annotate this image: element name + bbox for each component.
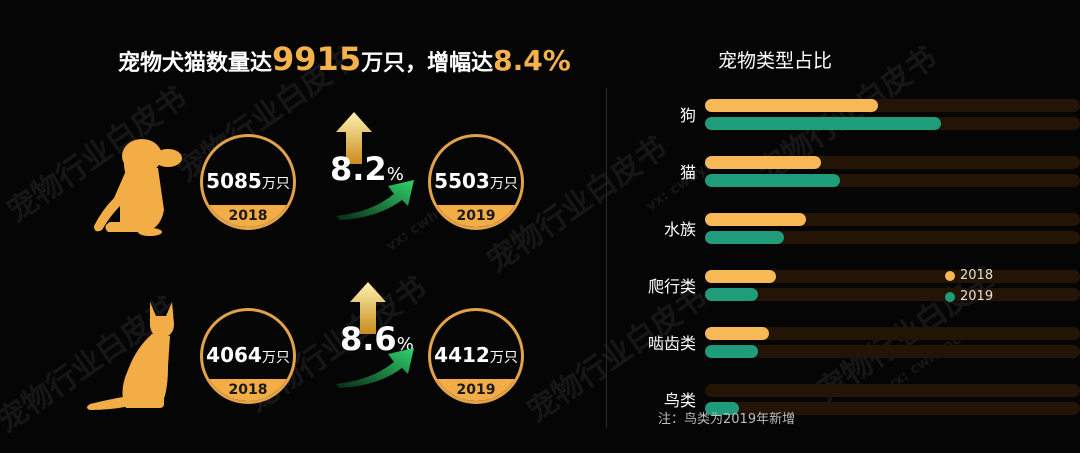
- legend-2018-swatch: [945, 270, 955, 281]
- cat-2019-circle: 4412万只 2019: [428, 308, 524, 404]
- bar-2019: [705, 402, 739, 415]
- bar-2018: [705, 99, 878, 112]
- bar-2018: [705, 270, 776, 283]
- dog-2018-year: 2018: [203, 205, 293, 227]
- cat-2019-number: 4412: [434, 343, 490, 367]
- category-label: 猫: [679, 163, 696, 182]
- cat-2018-unit: 万只: [261, 350, 290, 366]
- page-title: 宠物犬猫数量达9915万只，增幅达8.4%: [118, 40, 571, 78]
- category-label: 啮齿类: [647, 334, 696, 353]
- cat-2018-circle: 4064万只 2018: [200, 308, 296, 404]
- cat-2018-value: 4064万只: [203, 343, 293, 367]
- dog-icon: [94, 139, 182, 236]
- dog-2019-number: 5503: [434, 169, 490, 193]
- bar-2019: [705, 117, 941, 130]
- dog-2019-year: 2019: [431, 205, 521, 227]
- category-label: 鸟类: [663, 391, 696, 410]
- bar-track: [705, 345, 1080, 358]
- chart-note: 注：鸟类为2019年新增: [658, 412, 796, 427]
- bar-track: [705, 270, 1080, 283]
- category-label: 狗: [679, 106, 696, 125]
- headline-pct: 8.4%: [493, 44, 571, 77]
- legend-2018-label: 2018: [960, 268, 994, 283]
- legend-2019: 2019: [945, 289, 993, 304]
- bar-2018: [705, 213, 806, 226]
- cat-2019-year: 2019: [431, 379, 521, 401]
- bar-2019: [705, 345, 758, 358]
- cat-growth-rate: 8.6%: [340, 320, 414, 358]
- growth-up-arrow-icon: [350, 282, 386, 334]
- legend-2018: 2018: [945, 268, 993, 283]
- bar-2018: [705, 156, 821, 169]
- cat-2018-year: 2018: [203, 379, 293, 401]
- cat-growth-number: 8.6: [340, 320, 397, 358]
- chart-title: 宠物类型占比: [718, 50, 833, 72]
- dog-2018-unit: 万只: [261, 176, 290, 192]
- dog-2019-unit: 万只: [489, 176, 518, 192]
- dog-growth-rate: 8.2%: [330, 150, 404, 188]
- dog-2018-circle: 5085万只 2018: [200, 134, 296, 230]
- growth-trend-arrow-icon: [336, 348, 414, 388]
- headline-text: 宠物犬猫数量达: [118, 51, 273, 76]
- dog-2018-value: 5085万只: [203, 169, 293, 193]
- bar-2019: [705, 231, 784, 244]
- legend-2019-swatch: [945, 291, 955, 302]
- bar-2019: [705, 174, 840, 187]
- dog-growth-pct: %: [386, 164, 404, 185]
- bar-track: [705, 288, 1080, 301]
- bar-track: [705, 402, 1080, 415]
- cat-2018-number: 4064: [206, 343, 262, 367]
- bar-2018: [705, 327, 769, 340]
- growth-trend-arrow-icon: [336, 180, 414, 220]
- headline-number: 9915: [272, 40, 362, 78]
- cat-2019-value: 4412万只: [431, 343, 521, 367]
- bar-track: [705, 231, 1080, 244]
- dog-2019-circle: 5503万只 2019: [428, 134, 524, 230]
- cat-2019-unit: 万只: [489, 350, 518, 366]
- dog-growth-number: 8.2: [330, 150, 387, 188]
- headline-unit: 万只，增幅达: [361, 51, 494, 76]
- dog-2019-value: 5503万只: [431, 169, 521, 193]
- bar-track: [705, 384, 1080, 397]
- growth-up-arrow-icon: [336, 112, 372, 164]
- bar-track: [705, 327, 1080, 340]
- dog-2018-number: 5085: [206, 169, 262, 193]
- category-label: 爬行类: [647, 277, 696, 296]
- legend-2019-label: 2019: [960, 289, 994, 304]
- divider: [606, 88, 607, 428]
- cat-icon: [87, 302, 174, 410]
- category-label: 水族: [663, 220, 696, 239]
- bar-2019: [705, 288, 758, 301]
